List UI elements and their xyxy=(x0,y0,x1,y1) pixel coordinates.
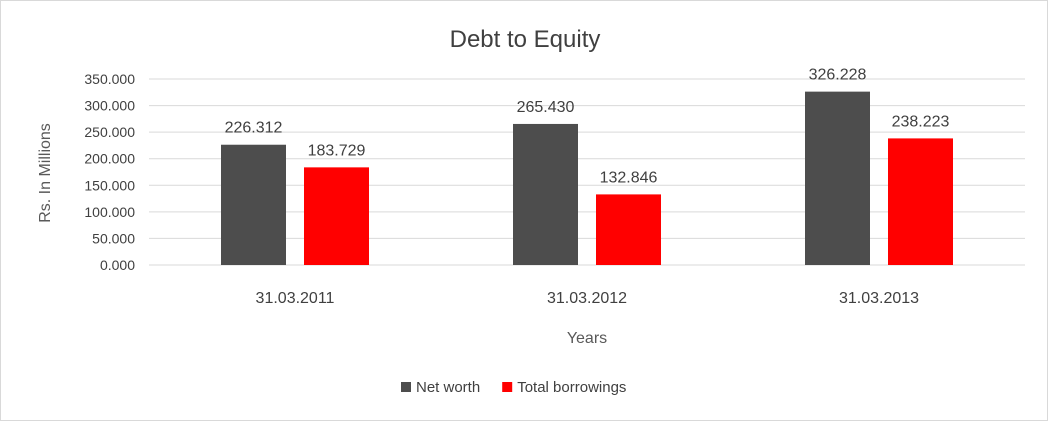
y-tick-label: 0.000 xyxy=(100,257,135,273)
gridlines xyxy=(149,78,1025,266)
y-tick-label: 150.000 xyxy=(84,177,135,193)
x-tick-label: 31.03.2012 xyxy=(547,290,627,307)
data-labels: 226.312 183.729 265.430 132.846 326.228 238.2… xyxy=(225,67,950,187)
bar xyxy=(805,91,870,265)
legend-label: Net worth xyxy=(416,379,480,396)
bar xyxy=(513,123,578,265)
bar xyxy=(888,138,953,265)
data-label: 326.228 xyxy=(809,67,867,84)
bar xyxy=(596,194,661,265)
data-label: 132.846 xyxy=(600,169,658,186)
legend-label: Total borrowings xyxy=(517,379,626,396)
legend-swatch xyxy=(401,382,411,392)
data-label: 238.223 xyxy=(892,113,950,130)
y-tick-label: 250.000 xyxy=(84,124,135,140)
x-tick-label: 31.03.2013 xyxy=(839,290,919,307)
x-tick-label: 31.03.2011 xyxy=(256,290,335,307)
y-tick-label: 350.000 xyxy=(84,71,135,87)
bar xyxy=(304,167,369,265)
x-axis-title: Years xyxy=(567,330,607,347)
legend-swatch xyxy=(502,382,513,392)
bars xyxy=(221,91,953,265)
x-axis-ticks: 31.03.2011 31.03.2012 31.03.2013 xyxy=(256,290,920,307)
y-axis-ticks: 0.000 50.000 100.000 150.000 200.000 250.000 3… xyxy=(84,71,135,273)
data-label: 265.430 xyxy=(517,99,575,116)
bar xyxy=(221,144,286,265)
y-tick-label: 100.000 xyxy=(84,204,135,220)
data-label: 183.729 xyxy=(308,142,366,159)
data-label: 226.312 xyxy=(225,120,283,137)
y-tick-label: 300.000 xyxy=(84,98,135,114)
y-tick-label: 50.000 xyxy=(92,230,135,246)
y-axis-title: Rs. In Millions xyxy=(37,123,54,223)
chart-title: Debt to Equity xyxy=(450,26,601,53)
legend: Net worth Total borrowings xyxy=(401,379,626,396)
y-tick-label: 200.000 xyxy=(84,151,135,167)
